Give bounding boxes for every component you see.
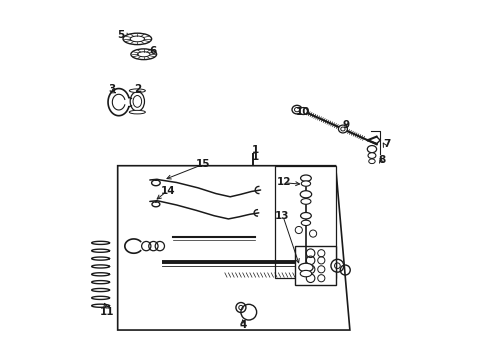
Ellipse shape <box>300 191 311 198</box>
Polygon shape <box>294 246 335 285</box>
Circle shape <box>295 226 302 234</box>
Ellipse shape <box>291 105 302 114</box>
Polygon shape <box>274 166 335 278</box>
Text: 13: 13 <box>274 211 289 221</box>
Ellipse shape <box>300 175 311 181</box>
Text: 10: 10 <box>296 107 310 117</box>
Ellipse shape <box>300 270 311 277</box>
Ellipse shape <box>368 159 374 163</box>
Ellipse shape <box>338 125 346 133</box>
Text: 12: 12 <box>276 177 290 187</box>
Text: 3: 3 <box>108 84 116 94</box>
Text: 8: 8 <box>378 156 385 165</box>
Ellipse shape <box>298 263 312 272</box>
Ellipse shape <box>301 220 310 226</box>
Ellipse shape <box>299 108 307 114</box>
Ellipse shape <box>300 199 310 204</box>
Circle shape <box>309 230 316 237</box>
Ellipse shape <box>340 127 345 131</box>
Text: 14: 14 <box>160 186 175 196</box>
Text: 5: 5 <box>118 30 124 40</box>
Text: 15: 15 <box>196 159 210 169</box>
Text: 11: 11 <box>100 307 114 317</box>
Text: 1: 1 <box>251 145 258 156</box>
Ellipse shape <box>129 111 145 114</box>
Ellipse shape <box>294 108 299 112</box>
Ellipse shape <box>130 36 144 42</box>
Text: 1: 1 <box>251 152 258 162</box>
Ellipse shape <box>367 153 375 158</box>
Polygon shape <box>118 166 349 330</box>
Text: 4: 4 <box>239 320 246 330</box>
Ellipse shape <box>130 91 144 111</box>
Ellipse shape <box>123 33 151 45</box>
Ellipse shape <box>129 89 145 93</box>
Ellipse shape <box>133 95 142 107</box>
Ellipse shape <box>131 49 156 60</box>
Text: 6: 6 <box>149 46 157 57</box>
Ellipse shape <box>137 52 150 57</box>
Ellipse shape <box>366 145 376 153</box>
Text: 2: 2 <box>133 84 141 94</box>
Text: 9: 9 <box>342 120 349 130</box>
Text: 7: 7 <box>383 139 390 149</box>
Ellipse shape <box>300 212 311 219</box>
Ellipse shape <box>301 181 310 186</box>
